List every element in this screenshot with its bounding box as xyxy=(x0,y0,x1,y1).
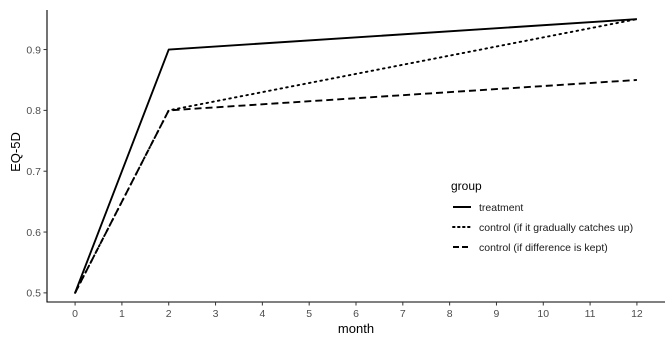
legend-label: treatment xyxy=(479,202,523,214)
x-tick-label: 1 xyxy=(119,308,125,320)
x-axis-title: month xyxy=(338,321,374,336)
chart-axes xyxy=(46,10,665,303)
tick-layer: 0 1 2 3 4 5 6 7 8 9 10 11 120.50.60.70.80.9 xyxy=(26,44,643,320)
legend: group treatment control (if it gradually … xyxy=(451,179,633,254)
x-tick-label: 4 xyxy=(259,308,265,320)
y-axis-title: EQ-5D xyxy=(8,132,23,172)
legend-label: control (if difference is kept) xyxy=(479,242,608,254)
legend-label: control (if it gradually catches up) xyxy=(479,222,633,234)
series-line-dashed xyxy=(74,79,637,294)
x-tick-label: 8 xyxy=(447,308,453,320)
x-tick-label: 6 xyxy=(353,308,359,320)
x-tick-label: 10 xyxy=(537,308,549,320)
x-tick-label: 12 xyxy=(631,308,643,320)
y-tick-label: 0.7 xyxy=(26,166,41,178)
series-line-dotted xyxy=(74,18,638,294)
series-layer xyxy=(74,18,638,294)
y-tick-label: 0.8 xyxy=(26,105,41,117)
y-tick-label: 0.5 xyxy=(26,288,41,300)
y-tick-label: 0.6 xyxy=(26,227,41,239)
x-tick-label: 3 xyxy=(213,308,219,320)
x-tick-label: 11 xyxy=(585,308,596,320)
x-tick-label: 0 xyxy=(72,308,78,320)
series-line-solid xyxy=(74,18,637,294)
x-tick-label: 2 xyxy=(166,308,172,320)
x-tick-label: 7 xyxy=(400,308,406,320)
y-tick-label: 0.9 xyxy=(26,44,41,56)
x-tick-label: 9 xyxy=(494,308,500,320)
legend-title: group xyxy=(451,179,482,193)
x-tick-label: 5 xyxy=(306,308,312,320)
